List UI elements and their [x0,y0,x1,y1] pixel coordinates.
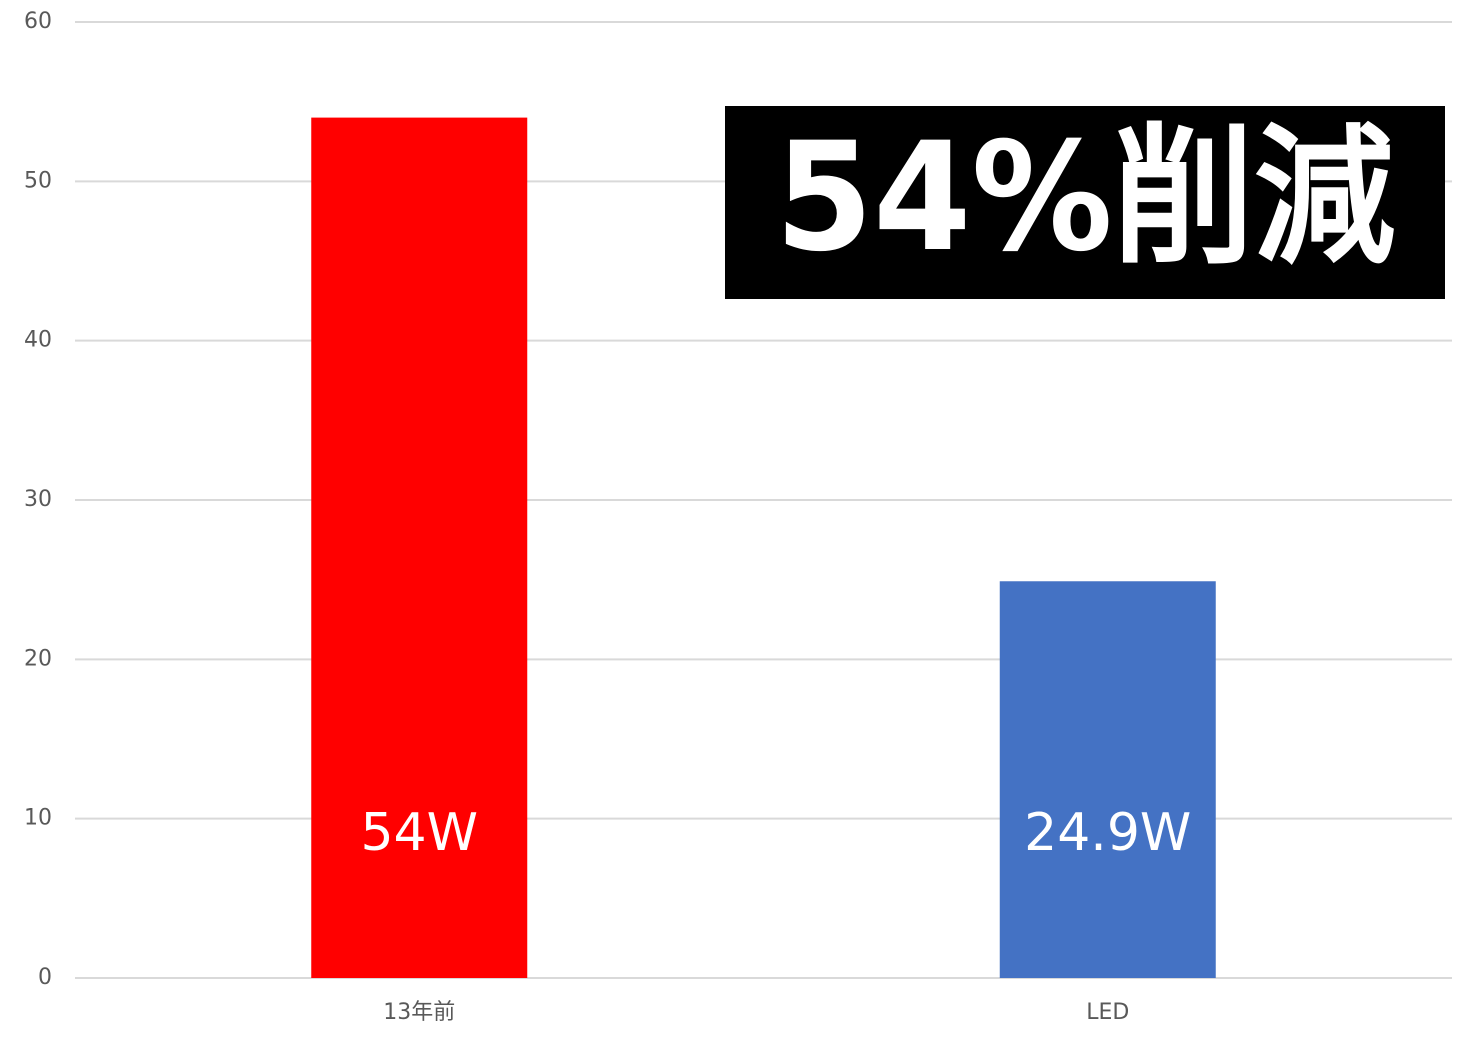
bar [311,117,528,979]
annotation-box [725,106,1445,299]
y-tick-label: 60 [24,9,52,34]
y-tick-label: 0 [38,965,52,990]
bar [999,581,1216,978]
y-tick-label: 50 [24,168,52,193]
value-label: 54W [360,803,478,863]
value-label: 24.9W [1024,803,1191,863]
y-tick-label: 30 [24,487,52,512]
y-tick-label: 10 [24,806,52,831]
y-tick-label: 20 [24,646,52,671]
y-tick-label: 40 [24,328,52,353]
annotation: 54%削減 [775,111,1395,285]
x-tick-label: LED [1086,1000,1129,1025]
x-tick-label: 13年前 [383,1000,455,1025]
